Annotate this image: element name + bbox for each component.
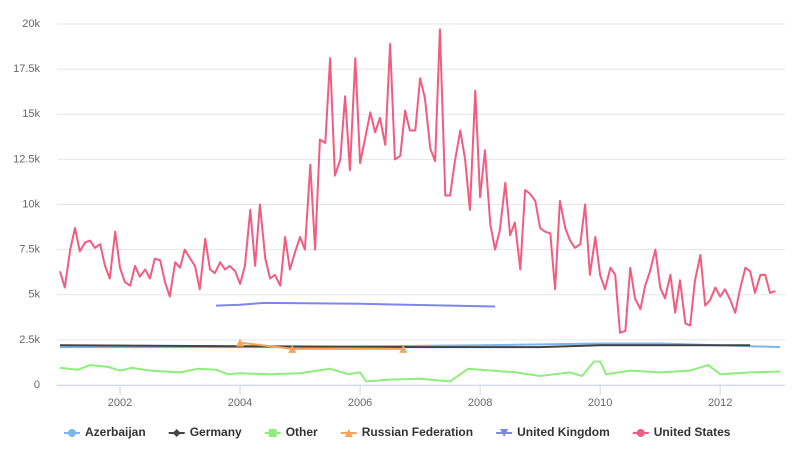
legend-label: United States bbox=[654, 425, 731, 439]
y-tick-label: 5k bbox=[28, 289, 40, 301]
marker bbox=[500, 429, 509, 437]
legend-label: Germany bbox=[190, 425, 242, 439]
y-tick-label: 0 bbox=[34, 379, 40, 391]
legend-label: Azerbaijan bbox=[85, 425, 146, 439]
legend-item[interactable]: United States bbox=[632, 425, 731, 439]
legend-item[interactable]: Azerbaijan bbox=[64, 425, 146, 439]
x-tick-label: 2002 bbox=[108, 397, 132, 409]
marker bbox=[268, 429, 277, 437]
legend-item[interactable]: Germany bbox=[168, 425, 242, 439]
x-tick-label: 2006 bbox=[348, 397, 372, 409]
y-tick-label: 20k bbox=[22, 18, 40, 30]
marker bbox=[344, 429, 353, 437]
series-line bbox=[59, 28, 776, 334]
legend-label: United Kingdom bbox=[517, 425, 610, 439]
legend-item[interactable]: United Kingdom bbox=[496, 425, 610, 439]
y-tick-label: 15k bbox=[22, 108, 40, 120]
marker bbox=[288, 344, 297, 353]
y-tick-label: 12.5k bbox=[13, 153, 40, 165]
legend-item[interactable]: Other bbox=[264, 425, 318, 439]
legend-label: Other bbox=[286, 425, 318, 439]
x-tick-label: 2008 bbox=[468, 397, 492, 409]
legend-label: Russian Federation bbox=[362, 425, 473, 439]
y-tick-label: 2.5k bbox=[19, 334, 40, 346]
marker bbox=[172, 429, 181, 437]
x-tick-label: 2004 bbox=[228, 397, 252, 409]
series-line bbox=[215, 301, 496, 308]
y-tick-label: 7.5k bbox=[19, 244, 40, 256]
marker bbox=[236, 338, 245, 347]
marker bbox=[636, 429, 645, 437]
y-tick-label: 10k bbox=[22, 198, 40, 210]
y-tick-label: 17.5k bbox=[13, 63, 40, 75]
series-line bbox=[59, 360, 781, 383]
legend: Azerbaijan Germany Other Russian Federation… bbox=[64, 425, 731, 439]
x-tick-label: 2010 bbox=[588, 397, 612, 409]
series-line bbox=[59, 344, 751, 349]
marker bbox=[399, 344, 408, 353]
marker bbox=[68, 429, 76, 437]
legend-item[interactable]: Russian Federation bbox=[340, 425, 473, 439]
x-tick-label: 2012 bbox=[708, 397, 732, 409]
